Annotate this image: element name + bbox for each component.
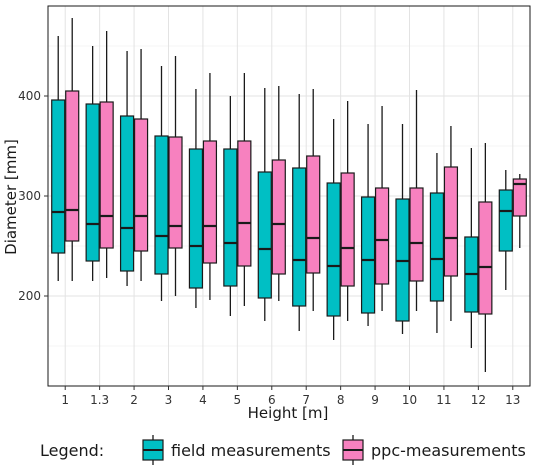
box-body [133, 118, 149, 252]
box-body [65, 90, 80, 242]
box-body [292, 167, 307, 307]
box-body [85, 103, 100, 262]
x-tick-label: 5 [234, 393, 242, 407]
box-ppc-8 [340, 101, 355, 321]
x-tick-label: 1.3 [90, 393, 109, 407]
box-plots [51, 18, 527, 372]
box-body [119, 115, 135, 272]
box-field-13 [498, 170, 513, 290]
x-tick-label: 10 [402, 393, 417, 407]
x-tick-label: 8 [337, 393, 345, 407]
box-body [202, 140, 218, 264]
legend-label: ppc-measurements [371, 441, 526, 460]
box-field-4 [188, 89, 204, 308]
box-body [237, 140, 252, 267]
y-tick-label: 200 [18, 289, 41, 303]
box-field-12 [464, 148, 479, 348]
box-ppc-10 [409, 90, 424, 311]
box-body [409, 187, 424, 282]
box-ppc-3 [168, 56, 183, 296]
box-ppc-9 [374, 106, 390, 311]
y-tick-label: 400 [18, 89, 41, 103]
box-body [326, 182, 341, 317]
box-ppc-11 [443, 126, 459, 321]
x-tick-label: 6 [268, 393, 276, 407]
box-body [429, 192, 445, 302]
box-field-5 [223, 96, 238, 316]
legend-item-ppc: ppc-measurements [342, 435, 526, 465]
box-body [512, 178, 527, 217]
x-tick-label: 11 [436, 393, 451, 407]
box-field-9 [360, 124, 376, 326]
x-axis-title: Height [m] [248, 404, 329, 422]
box-ppc-1.3 [99, 31, 114, 278]
x-tick-label: 12 [471, 393, 486, 407]
box-field-3 [154, 66, 169, 301]
box-field-7 [292, 94, 307, 331]
axes: 200 300 400 1 1.3 2 3 4 5 6 7 8 9 10 11 12 13 [18, 5, 531, 407]
box-body [498, 189, 513, 252]
box-body [340, 172, 355, 287]
box-field-8 [326, 119, 341, 340]
box-ppc-7 [306, 89, 321, 311]
box-body [51, 99, 66, 254]
box-ppc-4 [202, 73, 218, 300]
legend-label: field measurements [171, 441, 331, 460]
box-ppc-1 [65, 18, 80, 281]
x-tick-label: 7 [302, 393, 310, 407]
box-ppc-6 [271, 86, 286, 301]
x-tick-label: 9 [371, 393, 379, 407]
x-tick-label: 13 [505, 393, 520, 407]
box-body [306, 155, 321, 274]
box-body [99, 101, 114, 249]
box-field-11 [429, 153, 445, 333]
x-tick-label: 3 [165, 393, 173, 407]
x-tick-label: 2 [130, 393, 138, 407]
box-field-1.3 [85, 46, 100, 281]
box-body [188, 148, 204, 289]
box-body [257, 171, 272, 299]
box-body [360, 196, 376, 314]
box-field-2 [119, 51, 135, 286]
legend: Legend: field measurements ppc-measuremen… [40, 435, 526, 465]
y-axis-title: Diameter [mm] [2, 139, 20, 255]
box-body [271, 159, 286, 275]
y-tick-label: 300 [18, 189, 41, 203]
box-body [154, 135, 169, 275]
box-body [443, 166, 459, 277]
box-ppc-2 [133, 49, 149, 281]
x-tick-label: 4 [199, 393, 207, 407]
box-body [168, 136, 183, 249]
box-field-6 [257, 88, 272, 321]
box-ppc-12 [478, 143, 493, 372]
box-body [478, 201, 493, 315]
box-ppc-5 [237, 73, 252, 306]
box-field-10 [395, 124, 410, 334]
box-field-1 [51, 36, 66, 281]
x-tick-label: 1 [61, 393, 69, 407]
legend-item-field: field measurements [142, 435, 331, 465]
box-body [374, 187, 390, 285]
box-body [223, 148, 238, 287]
legend-title: Legend: [40, 441, 104, 460]
box-ppc-13 [512, 174, 527, 248]
